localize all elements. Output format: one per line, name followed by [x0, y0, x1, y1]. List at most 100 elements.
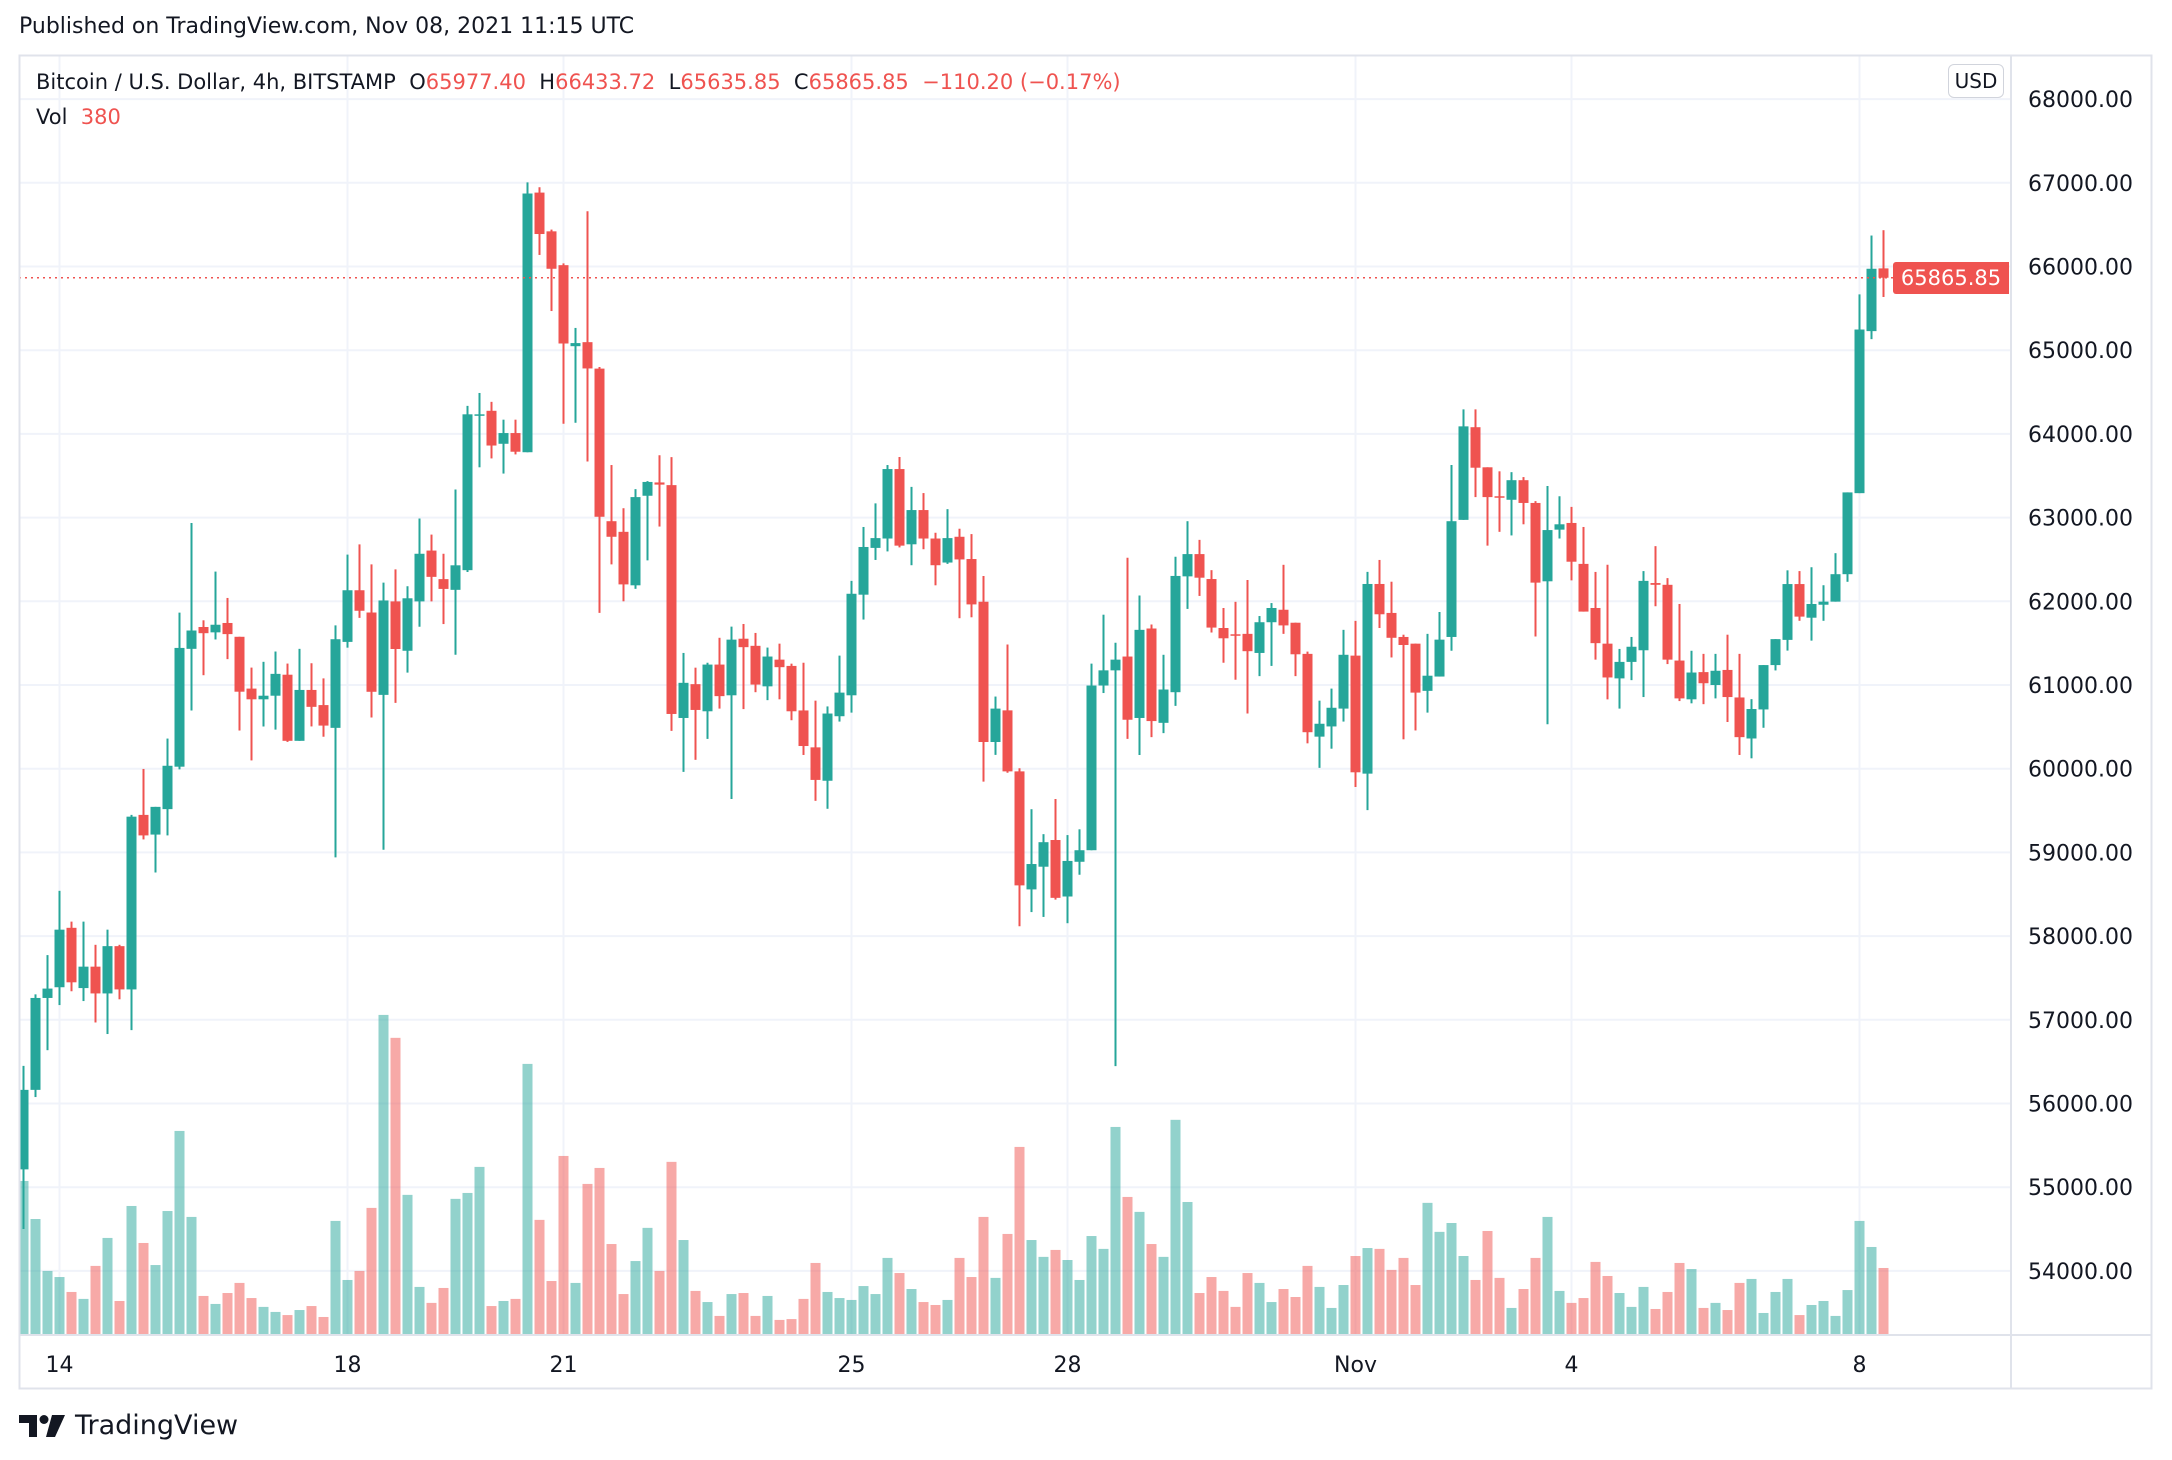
candle-body: [1290, 622, 1301, 655]
volume-bar: [1626, 1306, 1637, 1334]
price-tick-label: 55000.00: [2028, 1176, 2133, 1201]
candle-body: [366, 612, 377, 692]
candle-body: [390, 601, 401, 650]
volume-bar: [546, 1281, 557, 1334]
volume-bar: [1602, 1275, 1613, 1334]
volume-bar: [1674, 1262, 1685, 1334]
candle-body: [1806, 603, 1817, 618]
price-tick-label: 54000.00: [2028, 1260, 2133, 1285]
volume-bar: [1170, 1119, 1181, 1334]
currency-button[interactable]: USD: [1948, 64, 2004, 98]
candle-body: [1422, 675, 1433, 691]
candle-body: [54, 929, 65, 988]
candle-body: [1314, 723, 1325, 737]
volume-bar: [1830, 1315, 1841, 1334]
candle-body: [42, 988, 53, 998]
volume-bar: [1794, 1315, 1805, 1334]
volume-bar: [822, 1291, 833, 1334]
close-value: 65865.85: [808, 70, 909, 94]
candle-body: [234, 636, 245, 692]
volume-bar: [1050, 1249, 1061, 1334]
tradingview-logo[interactable]: TradingView: [19, 1410, 238, 1441]
candle-body: [1542, 530, 1553, 582]
volume-bar: [1518, 1289, 1529, 1334]
candle-body: [1230, 634, 1241, 636]
candle-body: [1194, 554, 1205, 578]
volume-bar: [1566, 1302, 1577, 1334]
time-axis[interactable]: 14 18 21 25 28 Nov 4 8: [46, 1353, 1867, 1378]
candle-body: [882, 469, 893, 539]
candle-body: [438, 579, 449, 589]
candle-body: [462, 414, 473, 571]
candle-body: [1098, 670, 1109, 686]
candle-body: [774, 659, 785, 668]
candle-body: [894, 469, 905, 546]
volume-bar: [1698, 1307, 1709, 1334]
candle-body: [1674, 660, 1685, 699]
volume-bar: [522, 1063, 533, 1334]
candle-body: [678, 682, 689, 718]
candle-body: [1866, 268, 1877, 332]
volume-bar: [102, 1237, 113, 1334]
volume-bar: [1782, 1278, 1793, 1334]
volume-bar: [1398, 1257, 1409, 1334]
tradingview-logo-icon: [19, 1414, 65, 1437]
volume-bar: [1302, 1265, 1313, 1334]
candle-body: [906, 510, 917, 545]
candle-body: [582, 342, 593, 369]
volume-bar: [1350, 1256, 1361, 1334]
volume-bar: [690, 1290, 701, 1334]
candle-body: [1566, 522, 1577, 562]
volume-bar: [174, 1130, 185, 1334]
volume-bar: [738, 1293, 749, 1334]
volume-bar: [390, 1037, 401, 1334]
candle-body: [1338, 654, 1349, 709]
volume-bar: [1530, 1257, 1541, 1334]
candle-body: [558, 265, 569, 344]
volume-bar: [918, 1302, 929, 1334]
candle-body: [1410, 643, 1421, 693]
volume-bar: [606, 1244, 617, 1334]
candle-body: [822, 713, 833, 781]
candle-body: [1326, 707, 1337, 727]
volume-bar: [1098, 1248, 1109, 1334]
volume-bar: [954, 1257, 965, 1334]
volume-bar: [810, 1262, 821, 1334]
candle-body: [1830, 574, 1841, 602]
volume-bar: [1734, 1282, 1745, 1334]
volume-bar: [558, 1155, 569, 1334]
symbol-name[interactable]: Bitcoin / U.S. Dollar, 4h, BITSTAMP: [36, 70, 396, 94]
candle-body: [1626, 646, 1637, 662]
candle-body: [738, 638, 749, 648]
volume-label: Vol: [36, 105, 68, 129]
volume-bar: [1254, 1282, 1265, 1334]
change-value: −110.20 (−0.17%): [922, 70, 1121, 94]
price-axis[interactable]: 54000.00 55000.00 56000.00 57000.00 58000.00…: [2028, 88, 2133, 1285]
candle-body: [714, 664, 725, 697]
volume-bar: [258, 1306, 269, 1334]
volume-bar: [402, 1194, 413, 1334]
candle-body: [270, 673, 281, 696]
volume-bar: [54, 1277, 65, 1334]
candle-body: [1122, 656, 1133, 720]
chart-frame: [18, 54, 2153, 1390]
volume-bar: [1410, 1285, 1421, 1334]
candle-body: [198, 626, 209, 634]
volume-bars: [18, 1014, 1889, 1334]
volume-bar: [306, 1306, 317, 1334]
volume-bar: [630, 1261, 641, 1334]
candle-body: [294, 689, 305, 741]
volume-bar: [234, 1282, 245, 1334]
candle-body: [942, 538, 953, 563]
volume-bar: [246, 1298, 257, 1334]
candle-body: [1026, 864, 1037, 890]
volume-bar: [762, 1295, 773, 1334]
candle-body: [174, 647, 185, 767]
volume-bar: [1002, 1233, 1013, 1334]
volume-legend: Vol 380: [36, 105, 121, 129]
candle-body: [1470, 427, 1481, 468]
volume-bar: [870, 1294, 881, 1334]
candle-body: [594, 368, 605, 517]
candle-body: [534, 192, 545, 235]
